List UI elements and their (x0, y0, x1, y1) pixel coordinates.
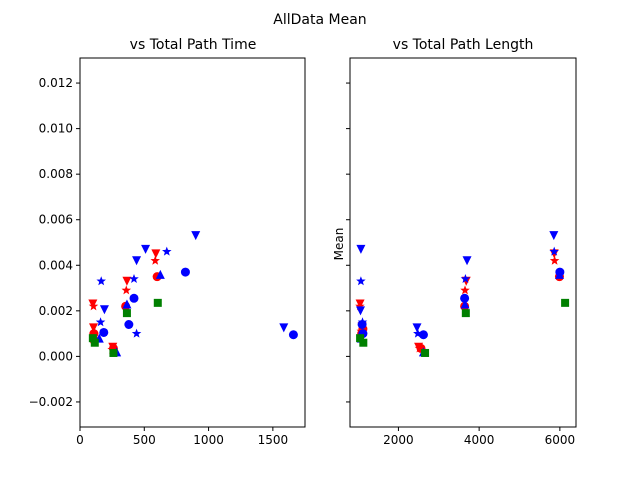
point-s4-p3 (460, 273, 471, 283)
y-tick-label-4: 0.006 (39, 213, 73, 227)
point-s7-p2 (421, 348, 430, 357)
axis-ticks-path-length: 2000 4000 6000 (346, 82, 576, 447)
point-s6-p2 (460, 299, 470, 309)
x-tick-label-0: 2000 (383, 433, 414, 447)
point-s4-p1 (95, 317, 106, 327)
point-s5-p0 (99, 327, 109, 337)
point-s3-p4 (279, 323, 289, 333)
point-s1-p4 (549, 255, 560, 265)
figure-suptitle: AllData Mean (273, 12, 366, 28)
y-tick-label-7: 0.012 (39, 76, 73, 90)
scatter-marks-path-length (355, 231, 570, 357)
point-s1-p0 (88, 301, 99, 311)
axes-frame-path-time (79, 57, 306, 428)
point-s5-p3 (460, 293, 470, 303)
point-s1-p3 (121, 285, 132, 295)
point-s1-p4 (150, 255, 160, 265)
point-s4-p2 (129, 273, 139, 283)
x-tick-label-3: 1500 (258, 433, 289, 447)
y-tick-label-2: 0.002 (39, 304, 73, 318)
point-s5-p1 (124, 320, 134, 329)
point-s7-p4 (153, 298, 162, 307)
point-s3-p2 (412, 323, 422, 333)
point-s5-p3 (180, 267, 190, 277)
point-s3-p0 (356, 244, 366, 254)
point-s7-p2 (109, 348, 118, 357)
point-s5-p4 (288, 330, 298, 340)
point-s7-p4 (561, 298, 570, 307)
point-s6-p3 (155, 269, 165, 279)
point-s1-p0 (355, 301, 365, 311)
point-s3-p1 (355, 306, 365, 316)
point-s4-p4 (549, 246, 559, 256)
point-s4-p2 (413, 328, 423, 338)
subplot-title-path-length: vs Total Path Length (393, 37, 534, 53)
point-s7-p1 (90, 338, 99, 347)
y-tick-label-6: 0.010 (39, 122, 73, 136)
point-s1-p3 (460, 285, 470, 295)
point-s7-p3 (461, 309, 470, 318)
x-tick-label-2: 6000 (545, 433, 576, 447)
point-s5-p2 (129, 293, 139, 303)
point-s6-p2 (122, 299, 132, 309)
point-s4-p3 (131, 328, 142, 338)
point-s6-p3 (554, 269, 564, 279)
subplot-title-path-time: vs Total Path Time (130, 37, 257, 53)
point-s4-p0 (96, 276, 106, 286)
y-tick-label-5: 0.008 (39, 167, 73, 181)
point-s3-p1 (132, 256, 142, 266)
point-s3-p0 (99, 305, 109, 315)
point-s7-p0 (356, 334, 365, 343)
point-s7-p1 (359, 338, 368, 347)
point-s0-p3 (122, 276, 132, 286)
subplot-total-path-time: vs Total Path Time 0 500 1000 1500 −0.002 0.0… (29, 37, 306, 447)
point-s5-p0 (357, 320, 367, 329)
y-axis-label-mean: Mean (332, 228, 346, 261)
point-s7-p0 (88, 334, 97, 343)
y-tick-label-3: 0.004 (39, 258, 73, 272)
axes-frame-path-length (349, 57, 577, 428)
point-s3-p4 (549, 231, 559, 241)
x-tick-label-0: 0 (76, 433, 84, 447)
axis-ticks-path-time: 0 500 1000 1500 −0.002 0.000 0.002 0.004 0.006 0.… (29, 76, 289, 447)
scatter-marks-path-time (88, 231, 298, 357)
x-tick-label-2: 1000 (193, 433, 224, 447)
point-s5-p2 (418, 330, 428, 340)
point-s3-p2 (141, 244, 151, 254)
subplot-total-path-length: vs Total Path Length Mean 2000 4000 6000 (332, 37, 577, 447)
point-s7-p3 (122, 309, 131, 318)
point-s3-p3 (462, 256, 472, 266)
point-s4-p0 (356, 276, 366, 286)
y-tick-label-0: −0.002 (29, 395, 73, 409)
x-tick-label-1: 500 (133, 433, 156, 447)
point-s0-p4 (151, 249, 161, 259)
y-tick-label-1: 0.000 (39, 349, 73, 363)
x-tick-label-1: 4000 (464, 433, 495, 447)
point-s3-p3 (191, 231, 201, 241)
point-s4-p4 (162, 246, 172, 256)
point-s0-p1 (89, 323, 98, 333)
